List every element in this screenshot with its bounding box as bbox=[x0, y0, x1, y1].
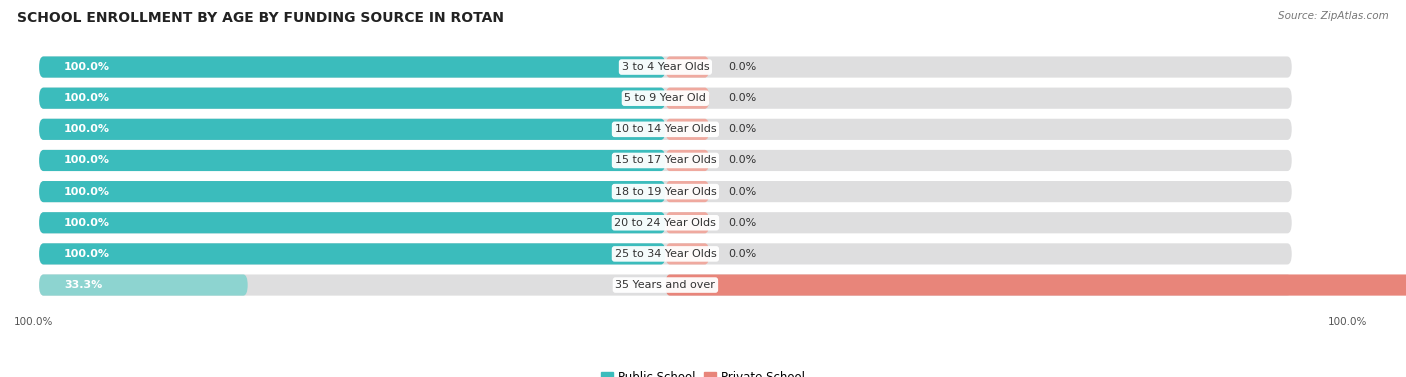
FancyBboxPatch shape bbox=[39, 150, 665, 171]
FancyBboxPatch shape bbox=[39, 57, 1292, 78]
Text: 35 Years and over: 35 Years and over bbox=[616, 280, 716, 290]
Text: 100.0%: 100.0% bbox=[65, 62, 110, 72]
FancyBboxPatch shape bbox=[665, 181, 709, 202]
Text: 0.0%: 0.0% bbox=[728, 218, 756, 228]
FancyBboxPatch shape bbox=[39, 87, 665, 109]
FancyBboxPatch shape bbox=[665, 243, 709, 265]
Text: 100.0%: 100.0% bbox=[65, 155, 110, 166]
FancyBboxPatch shape bbox=[39, 212, 665, 233]
Text: 10 to 14 Year Olds: 10 to 14 Year Olds bbox=[614, 124, 716, 134]
Text: SCHOOL ENROLLMENT BY AGE BY FUNDING SOURCE IN ROTAN: SCHOOL ENROLLMENT BY AGE BY FUNDING SOUR… bbox=[17, 11, 503, 25]
Text: 100.0%: 100.0% bbox=[14, 317, 53, 327]
FancyBboxPatch shape bbox=[39, 150, 1292, 171]
FancyBboxPatch shape bbox=[665, 150, 709, 171]
FancyBboxPatch shape bbox=[39, 181, 665, 202]
Text: 0.0%: 0.0% bbox=[728, 155, 756, 166]
FancyBboxPatch shape bbox=[39, 181, 1292, 202]
FancyBboxPatch shape bbox=[39, 119, 1292, 140]
Text: 20 to 24 Year Olds: 20 to 24 Year Olds bbox=[614, 218, 717, 228]
FancyBboxPatch shape bbox=[665, 274, 1406, 296]
Text: 15 to 17 Year Olds: 15 to 17 Year Olds bbox=[614, 155, 716, 166]
Text: 0.0%: 0.0% bbox=[728, 187, 756, 197]
FancyBboxPatch shape bbox=[39, 274, 247, 296]
Text: 100.0%: 100.0% bbox=[65, 249, 110, 259]
Text: Source: ZipAtlas.com: Source: ZipAtlas.com bbox=[1278, 11, 1389, 21]
Text: 100.0%: 100.0% bbox=[65, 187, 110, 197]
FancyBboxPatch shape bbox=[665, 212, 709, 233]
Text: 0.0%: 0.0% bbox=[728, 93, 756, 103]
Text: 0.0%: 0.0% bbox=[728, 62, 756, 72]
FancyBboxPatch shape bbox=[39, 274, 1292, 296]
Legend: Public School, Private School: Public School, Private School bbox=[596, 366, 810, 377]
Text: 0.0%: 0.0% bbox=[728, 249, 756, 259]
FancyBboxPatch shape bbox=[39, 119, 665, 140]
FancyBboxPatch shape bbox=[39, 87, 1292, 109]
Text: 100.0%: 100.0% bbox=[65, 93, 110, 103]
FancyBboxPatch shape bbox=[665, 119, 709, 140]
Text: 33.3%: 33.3% bbox=[65, 280, 103, 290]
FancyBboxPatch shape bbox=[39, 243, 1292, 265]
Text: 100.0%: 100.0% bbox=[65, 124, 110, 134]
Text: 5 to 9 Year Old: 5 to 9 Year Old bbox=[624, 93, 706, 103]
Text: 0.0%: 0.0% bbox=[728, 124, 756, 134]
Text: 25 to 34 Year Olds: 25 to 34 Year Olds bbox=[614, 249, 716, 259]
FancyBboxPatch shape bbox=[665, 87, 709, 109]
FancyBboxPatch shape bbox=[665, 57, 709, 78]
Text: 100.0%: 100.0% bbox=[1327, 317, 1367, 327]
FancyBboxPatch shape bbox=[39, 212, 1292, 233]
Text: 100.0%: 100.0% bbox=[65, 218, 110, 228]
FancyBboxPatch shape bbox=[39, 57, 665, 78]
Text: 3 to 4 Year Olds: 3 to 4 Year Olds bbox=[621, 62, 709, 72]
Text: 18 to 19 Year Olds: 18 to 19 Year Olds bbox=[614, 187, 716, 197]
FancyBboxPatch shape bbox=[39, 243, 665, 265]
